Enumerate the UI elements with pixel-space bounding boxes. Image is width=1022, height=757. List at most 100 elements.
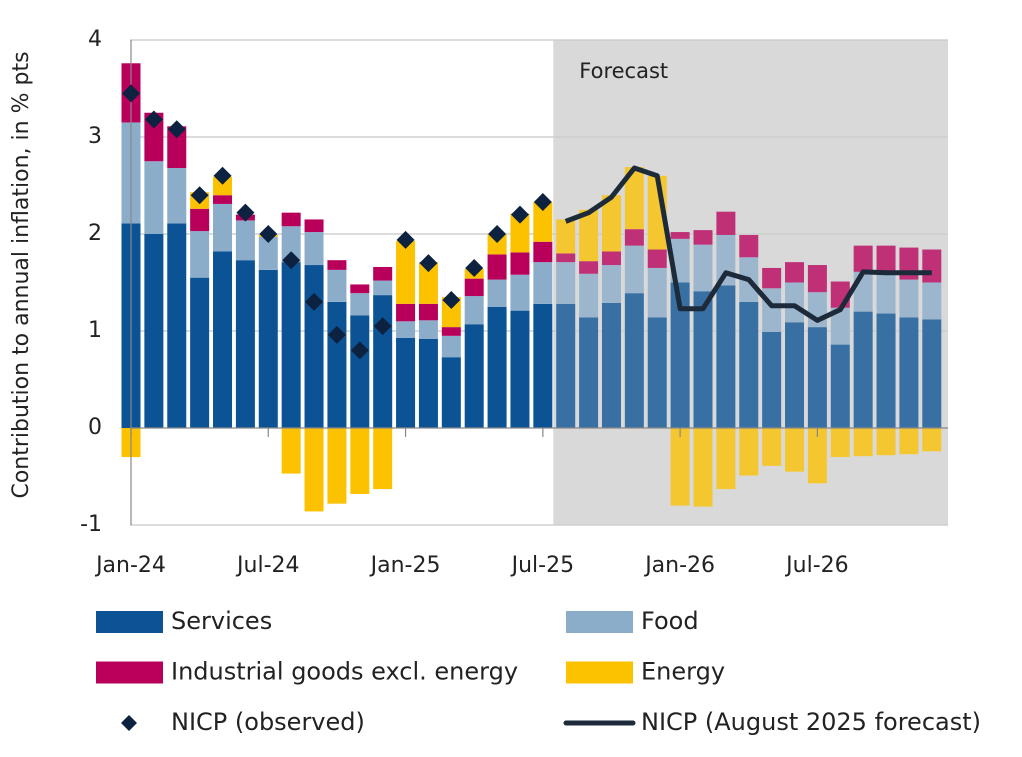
bar	[213, 203, 233, 252]
bar	[441, 297, 461, 328]
bar	[396, 303, 416, 322]
bar	[830, 428, 850, 458]
x-tick-label: Jul-26	[784, 553, 848, 578]
bar	[670, 428, 690, 506]
observed-point	[510, 205, 529, 224]
bar	[350, 293, 370, 316]
bar	[739, 428, 759, 476]
bar	[190, 231, 210, 278]
bar	[213, 176, 233, 196]
bar	[235, 260, 255, 428]
legend-item: Energy	[566, 658, 725, 686]
bar	[510, 252, 530, 275]
bar	[876, 428, 896, 456]
bar	[601, 251, 621, 266]
bar	[373, 266, 393, 281]
bar	[899, 279, 919, 318]
bar	[327, 301, 347, 428]
y-tick-label: 4	[88, 27, 102, 52]
bar	[304, 219, 324, 233]
bar	[281, 428, 301, 474]
observed-point	[396, 230, 415, 249]
bar	[533, 241, 553, 263]
legend-item: NICP (observed)	[121, 708, 365, 736]
bar	[350, 428, 370, 494]
legend-label: Industrial goods excl. energy	[171, 658, 518, 686]
observed-point	[259, 225, 278, 243]
bar	[762, 267, 782, 289]
bar	[190, 277, 210, 428]
legend-swatch	[566, 611, 633, 633]
bar	[670, 232, 690, 239]
bar	[533, 262, 553, 304]
bar	[670, 282, 690, 428]
bar	[556, 303, 576, 428]
bar	[876, 245, 896, 273]
bar	[693, 230, 713, 245]
bar	[556, 253, 576, 263]
bar	[304, 428, 324, 512]
bar	[510, 274, 530, 311]
x-tick-label: Jan-26	[643, 553, 715, 578]
y-tick-label: 2	[88, 221, 102, 246]
x-tick-label: Jan-25	[369, 553, 441, 578]
bar	[624, 293, 644, 428]
bar	[235, 220, 255, 261]
bar	[876, 313, 896, 428]
bar	[922, 319, 942, 428]
legend-label: NICP (August 2025 forecast)	[641, 708, 981, 736]
bar	[785, 322, 805, 428]
x-tick-label: Jul-25	[510, 553, 574, 578]
bar	[899, 317, 919, 428]
observed-point	[190, 186, 209, 205]
bar	[647, 267, 667, 318]
bar	[487, 234, 507, 255]
legend-swatch	[566, 661, 633, 684]
bar	[807, 265, 827, 293]
bar	[510, 213, 530, 253]
forecast-label: Forecast	[579, 59, 668, 83]
observed-point	[488, 225, 507, 243]
bar	[807, 428, 827, 484]
observed-point	[144, 110, 163, 129]
bar	[281, 226, 301, 263]
bar	[922, 428, 942, 452]
y-tick-label: 1	[88, 318, 102, 343]
bar	[601, 302, 621, 428]
bar	[579, 261, 599, 274]
observed-point	[442, 290, 461, 309]
bar	[464, 296, 484, 325]
bar	[464, 278, 484, 297]
legend-label: NICP (observed)	[171, 708, 365, 736]
y-tick-label: 0	[88, 415, 102, 440]
bar	[899, 428, 919, 455]
bar	[373, 280, 393, 296]
observed-point	[167, 120, 186, 139]
observed-point	[419, 254, 438, 273]
bar	[487, 279, 507, 307]
bar	[739, 234, 759, 258]
bar	[579, 317, 599, 428]
bar	[441, 335, 461, 358]
observed-point	[282, 251, 301, 270]
bar	[167, 223, 187, 428]
bar	[510, 310, 530, 428]
bar	[739, 301, 759, 428]
bar	[830, 307, 850, 345]
bar	[441, 327, 461, 336]
bar	[785, 282, 805, 323]
bar	[213, 195, 233, 204]
observed-point	[350, 341, 369, 360]
bar	[258, 236, 278, 270]
bar	[624, 245, 644, 294]
x-tick-label: Jan-24	[94, 553, 166, 578]
y-axis-label: Contribution to annual inflation, in % p…	[9, 51, 34, 498]
legend-item: Food	[566, 607, 699, 635]
bar	[533, 303, 553, 428]
observed-point	[236, 203, 255, 222]
bar	[213, 251, 233, 428]
bar	[785, 428, 805, 472]
bar	[441, 357, 461, 428]
observed-point	[122, 84, 140, 103]
